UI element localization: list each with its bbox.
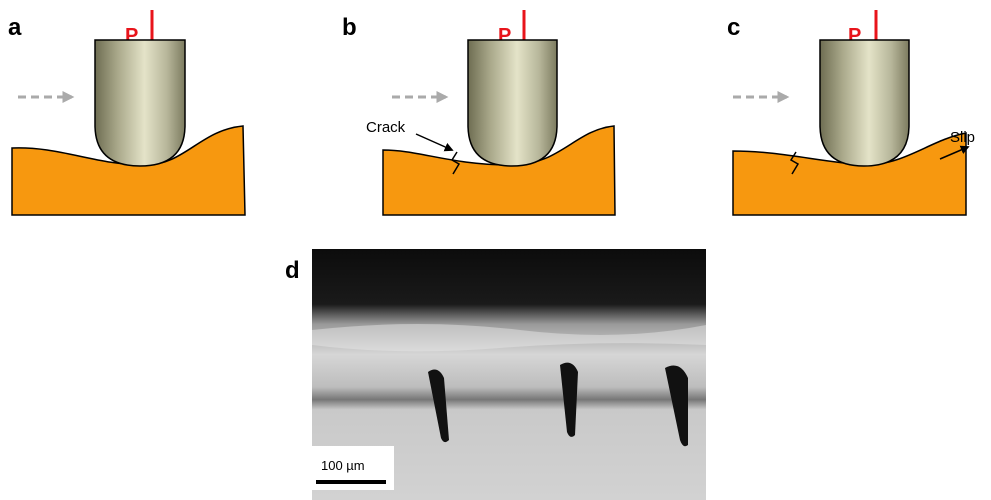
- panel-d: d 100 µm: [285, 249, 706, 500]
- panel-c: c P Slip: [727, 10, 975, 215]
- indenter: [468, 40, 557, 166]
- scale-bar: [316, 480, 386, 484]
- panel-a: a P: [8, 10, 245, 215]
- panel-label: c: [727, 14, 740, 41]
- panel-label: d: [285, 257, 300, 284]
- panel-b: b P Crack: [342, 10, 615, 215]
- annotation-arrow: [416, 134, 452, 150]
- panel-label: a: [8, 14, 22, 41]
- scale-label: 100 µm: [321, 458, 365, 473]
- annotation: Slip: [950, 129, 975, 146]
- annotation: Crack: [366, 119, 406, 136]
- figure: a P b P Crack c P Slip d: [0, 0, 991, 500]
- panel-label: b: [342, 14, 357, 41]
- indenter: [95, 40, 185, 166]
- indenter: [820, 40, 909, 166]
